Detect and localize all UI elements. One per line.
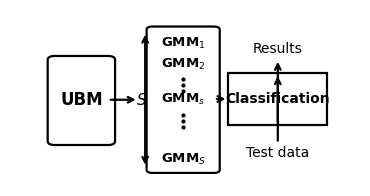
Text: GMM$_S$: GMM$_S$: [161, 152, 206, 167]
Text: UBM: UBM: [60, 92, 103, 110]
Text: GMM$_s$: GMM$_s$: [161, 91, 205, 107]
Text: $S$: $S$: [136, 92, 147, 108]
Text: Results: Results: [253, 42, 303, 56]
Text: Classification: Classification: [225, 92, 330, 106]
Text: GMM$_2$: GMM$_2$: [161, 57, 205, 72]
Text: Test data: Test data: [246, 146, 309, 160]
FancyBboxPatch shape: [48, 56, 115, 145]
FancyBboxPatch shape: [147, 26, 220, 173]
Text: GMM$_1$: GMM$_1$: [161, 36, 205, 51]
FancyBboxPatch shape: [228, 73, 327, 125]
